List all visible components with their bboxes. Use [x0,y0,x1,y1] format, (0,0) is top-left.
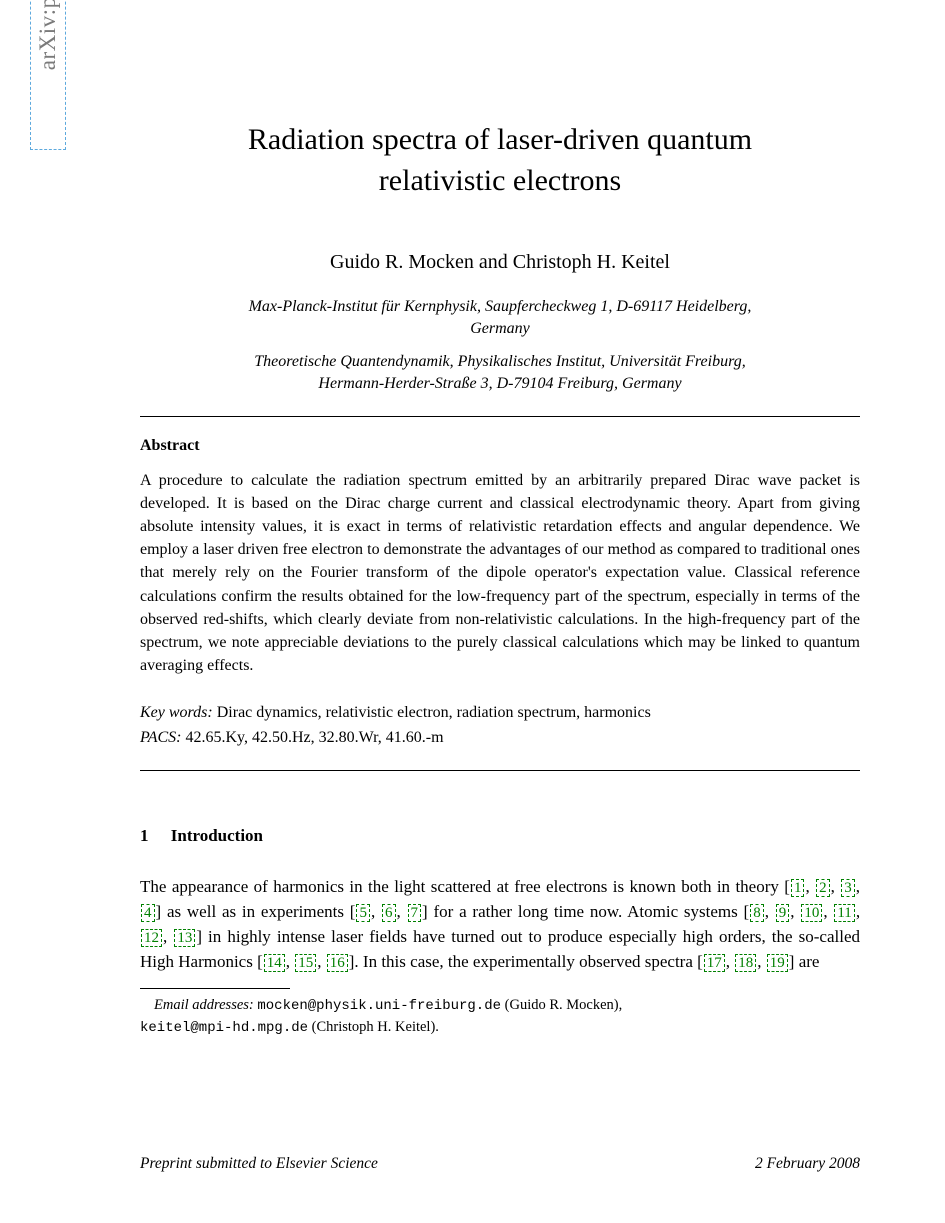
arxiv-stamp: arXiv:physics/0408110v1 [physics.atom-ph… [30,0,66,150]
pacs-line: PACS: 42.65.Ky, 42.50.Hz, 32.80.Wr, 41.6… [140,726,860,749]
rule-bottom [140,770,860,771]
keywords-block: Key words: Dirac dynamics, relativistic … [140,701,860,749]
pacs-label: PACS: [140,729,181,746]
affiliation-1-line1: Max-Planck-Institut für Kernphysik, Saup… [249,298,752,315]
footnote: Email addresses: mocken@physik.uni-freib… [140,995,860,1038]
citation-4[interactable]: 4 [141,904,155,922]
citation-2[interactable]: 2 [816,879,830,897]
section-title: Introduction [171,826,263,845]
body-part2: ] as well as in experiments [ [156,902,356,921]
affiliation-2: Theoretische Quantendynamik, Physikalisc… [140,351,860,396]
keywords-label: Key words: [140,704,213,721]
title-line1: Radiation spectra of laser-driven quantu… [248,123,752,156]
email-1: mocken@physik.uni-freiburg.de [257,998,501,1014]
citation-1[interactable]: 1 [791,879,805,897]
abstract-header: Abstract [140,437,860,455]
email-2: keitel@mpi-hd.mpg.de [140,1020,308,1036]
email-name-1: (Guido R. Mocken), [505,997,623,1013]
affiliation-2-line1: Theoretische Quantendynamik, Physikalisc… [254,353,745,370]
body-part6: ] are [789,952,820,971]
affiliation-1: Max-Planck-Institut für Kernphysik, Saup… [140,296,860,341]
keywords-line: Key words: Dirac dynamics, relativistic … [140,701,860,724]
keywords-text: Dirac dynamics, relativistic electron, r… [217,704,651,721]
citation-15[interactable]: 15 [295,954,316,972]
authors: Guido R. Mocken and Christoph H. Keitel [140,251,860,274]
citation-3[interactable]: 3 [841,879,855,897]
footnote-label: Email addresses: [154,997,254,1013]
email-name-2: (Christoph H. Keitel). [312,1019,439,1035]
body-part1: The appearance of harmonics in the light… [140,877,790,896]
page-content: Radiation spectra of laser-driven quantu… [140,120,860,1173]
citation-8[interactable]: 8 [750,904,764,922]
citation-10[interactable]: 10 [801,904,822,922]
body-part3: ] for a rather long time now. Atomic sys… [422,902,749,921]
section-header: 1 Introduction [140,826,860,846]
citation-17[interactable]: 17 [704,954,725,972]
affiliation-1-line2: Germany [470,320,530,337]
section-number: 1 [140,826,149,846]
affiliation-2-line2: Hermann-Herder-Straße 3, D-79104 Freibur… [318,375,681,392]
citation-16[interactable]: 16 [327,954,348,972]
citation-7[interactable]: 7 [408,904,422,922]
footer-left: Preprint submitted to Elsevier Science [140,1155,378,1173]
footer-right: 2 February 2008 [755,1155,860,1173]
citation-19[interactable]: 19 [767,954,788,972]
title-line2: relativistic electrons [379,164,621,197]
paper-title: Radiation spectra of laser-driven quantu… [140,120,860,201]
footnote-rule [140,988,290,989]
citation-11[interactable]: 11 [834,904,854,922]
body-part5: ]. In this case, the experimentally obse… [349,952,703,971]
citation-14[interactable]: 14 [264,954,285,972]
introduction-paragraph: The appearance of harmonics in the light… [140,874,860,975]
citation-18[interactable]: 18 [735,954,756,972]
abstract-text: A procedure to calculate the radiation s… [140,469,860,678]
citation-12[interactable]: 12 [141,929,162,947]
page-footer: Preprint submitted to Elsevier Science 2… [140,1155,860,1173]
citation-13[interactable]: 13 [174,929,195,947]
citation-5[interactable]: 5 [356,904,370,922]
citation-6[interactable]: 6 [382,904,396,922]
citation-9[interactable]: 9 [776,904,790,922]
pacs-text: 42.65.Ky, 42.50.Hz, 32.80.Wr, 41.60.-m [185,729,443,746]
rule-top [140,416,860,417]
